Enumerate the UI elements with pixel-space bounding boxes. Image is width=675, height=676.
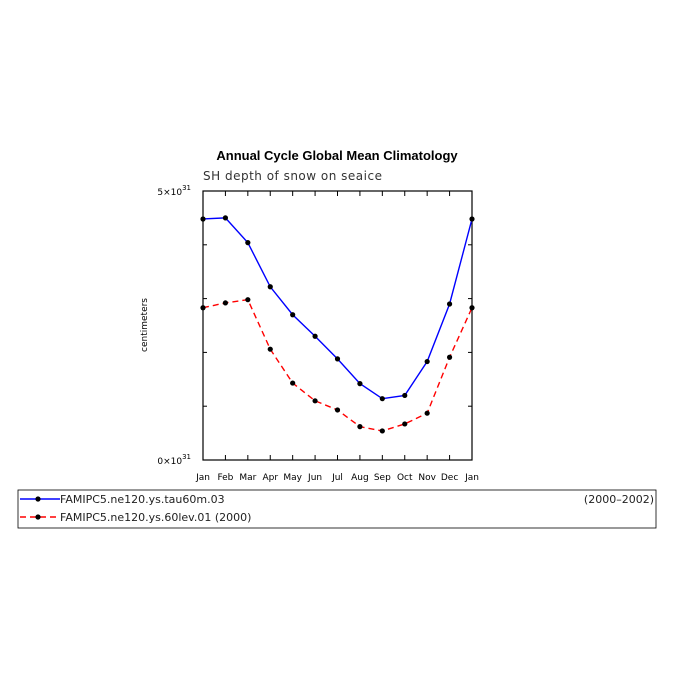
x-tick-label: Feb <box>217 473 233 483</box>
x-tick-label: Dec <box>441 473 458 483</box>
series-1-point <box>424 358 430 365</box>
x-tick-label: Jul <box>331 473 343 483</box>
chart-subtitle: SH depth of snow on seaice <box>203 169 382 183</box>
plot-border <box>202 190 473 461</box>
x-tick-label: May <box>283 473 302 483</box>
series-2-point <box>469 305 475 311</box>
legend-box <box>17 489 657 529</box>
x-tick-label: Oct <box>397 473 413 483</box>
series-2-point <box>200 305 206 311</box>
series-2-point <box>446 354 453 360</box>
series-1-point <box>334 356 341 362</box>
y-axis-label: centimeters <box>140 298 150 352</box>
series-1-point <box>379 396 385 402</box>
series-1-point <box>446 301 453 307</box>
series-layer <box>200 215 475 434</box>
y-tick-label: 5×1031 <box>157 184 191 198</box>
series-1-point <box>312 333 318 339</box>
legend-period-1: (2000–2002) <box>584 493 654 506</box>
series-1-point <box>402 392 408 399</box>
x-tick-label: Apr <box>262 473 278 483</box>
chart-title: Annual Cycle Global Mean Climatology <box>216 148 458 163</box>
plot-frame <box>202 190 473 461</box>
legend: FAMIPC5.ne120.ys.tau60m.03 (2000–2002) FAM… <box>17 489 657 529</box>
series-line-1 <box>202 217 473 400</box>
series-2-point <box>402 421 408 427</box>
series-2-point <box>290 380 296 386</box>
series-2-point <box>245 297 251 303</box>
legend-label-2: FAMIPC5.ne120.ys.60lev.01 (2000) <box>60 511 251 524</box>
x-tick-label: Sep <box>374 473 391 483</box>
x-tick-label: Aug <box>351 473 369 483</box>
legend-label-1: FAMIPC5.ne120.ys.tau60m.03 <box>60 493 225 506</box>
series-1-point <box>290 312 296 318</box>
legend-marker-1 <box>35 496 41 502</box>
series-1-point <box>357 381 363 387</box>
series-1-point <box>267 284 273 290</box>
x-tick-label: Jan <box>195 473 210 483</box>
series-2-point <box>267 346 273 352</box>
series-1-point <box>200 216 206 222</box>
y-tick-label: 0×1031 <box>157 453 191 467</box>
axis-ticks: Jan Feb Mar Apr May Jun Jul Aug Sep Oct Nov Dec Jan 0… <box>157 184 479 483</box>
x-tick-label: Mar <box>239 473 256 483</box>
x-tick-label: Jan <box>464 473 479 483</box>
series-2-point <box>379 428 385 434</box>
legend-marker-2 <box>35 514 41 520</box>
series-2-point <box>334 407 341 413</box>
x-tick-label: Jun <box>307 473 322 483</box>
series-1-point <box>222 215 229 221</box>
series-1-point <box>469 216 475 222</box>
series-2-point <box>357 424 363 430</box>
series-2-point <box>222 300 229 306</box>
x-tick-label: Nov <box>418 473 436 483</box>
series-2-point <box>312 398 318 404</box>
series-2-point <box>424 410 430 416</box>
series-1-point <box>245 240 251 246</box>
